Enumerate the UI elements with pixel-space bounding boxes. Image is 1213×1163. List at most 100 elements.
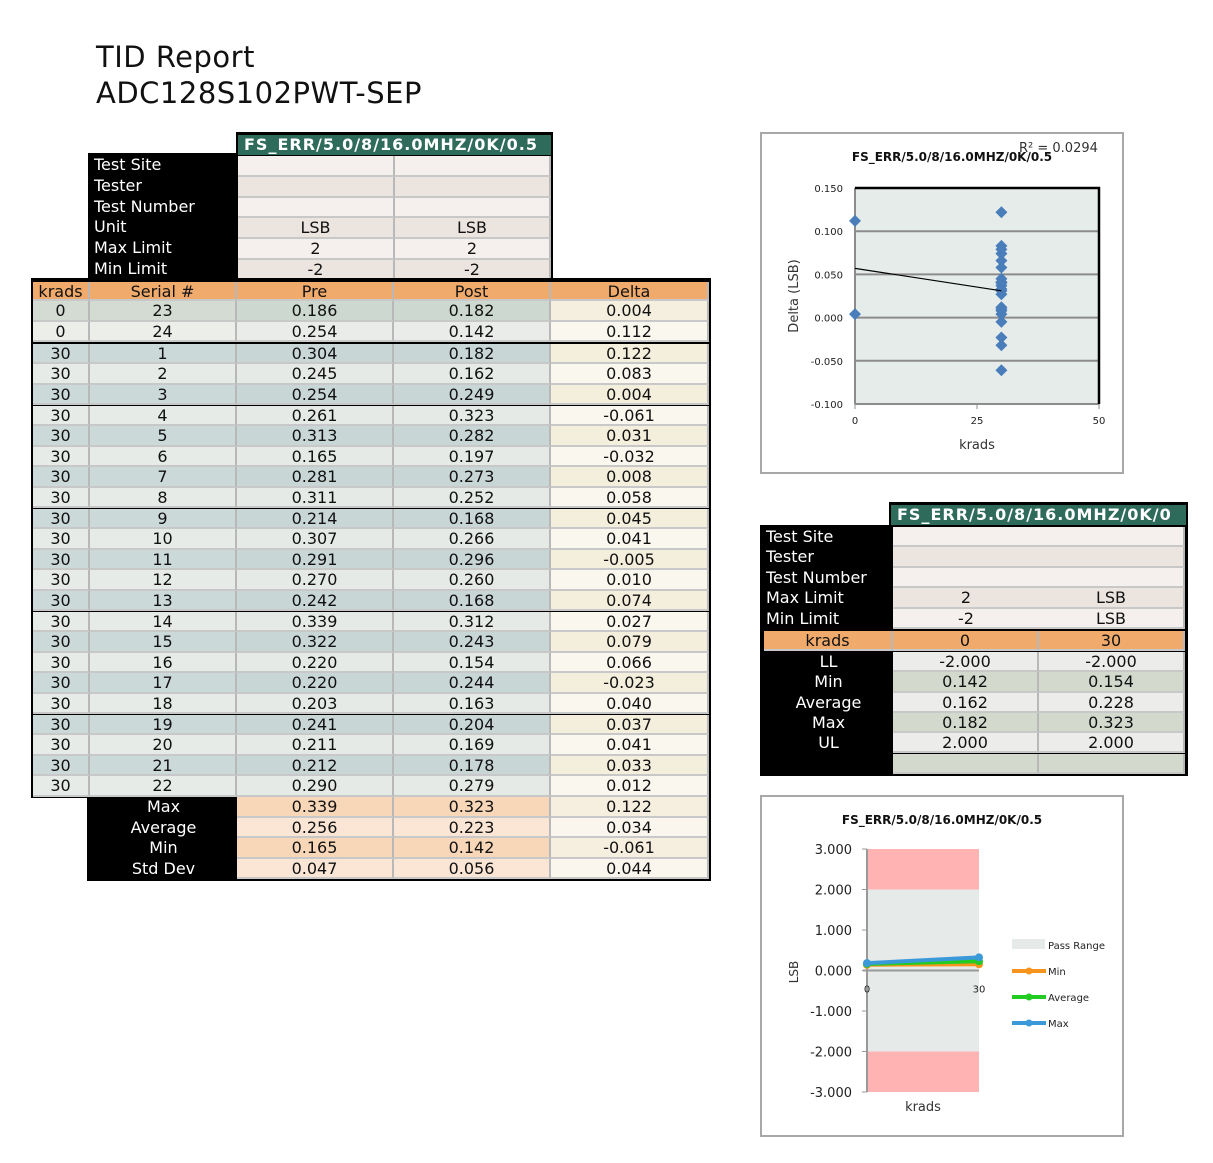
cell-delta: 0.004 xyxy=(551,301,709,322)
legend-swatch-pass-range xyxy=(1012,939,1045,949)
legend-label-pass-range: Pass Range xyxy=(1048,941,1105,952)
summary-test-name: FS_ERR/5.0/8/16.0MHZ/0K/0 xyxy=(891,505,1186,526)
cell-post: 0.182 xyxy=(394,301,551,322)
summary-delta: 0.034 xyxy=(551,817,709,839)
cell-pre: 0.186 xyxy=(237,301,394,322)
info-pre-value xyxy=(238,176,395,198)
summary-pre: 0.339 xyxy=(237,797,394,818)
series-line-max xyxy=(866,955,980,966)
cell-serial: 16 xyxy=(90,652,237,674)
cell-post: 0.273 xyxy=(394,467,551,488)
data-point xyxy=(995,331,1008,344)
legend-marker-min xyxy=(1025,967,1033,975)
summary-pre: 0.256 xyxy=(237,817,394,839)
summary-label: Average xyxy=(130,817,197,837)
cell-delta: -0.005 xyxy=(551,549,709,571)
y-axis-label: LSB xyxy=(787,961,801,984)
r-squared-annotation: R² = 0.0294 xyxy=(1019,141,1098,156)
info-label: Test Number xyxy=(766,567,867,587)
x-tick-label: 30 xyxy=(973,985,986,996)
info-pre-value: LSB xyxy=(238,218,395,240)
info-post-value: LSB xyxy=(395,218,551,240)
info-pre-value: 2 xyxy=(238,239,395,260)
plot-area xyxy=(855,188,1099,404)
cell-krads: 30 xyxy=(33,714,90,736)
info-limit-value: -2 xyxy=(893,608,1039,629)
cell-post: 0.312 xyxy=(394,611,551,633)
cell-pre: 0.211 xyxy=(237,735,394,756)
stat-value-0: 0.162 xyxy=(893,692,1039,713)
summary-label: Std Dev xyxy=(131,858,196,878)
cell-pre: 0.254 xyxy=(237,384,394,406)
cell-post: 0.168 xyxy=(394,508,551,530)
cell-delta: 0.004 xyxy=(551,384,709,406)
info-label: Max Limit xyxy=(766,588,844,608)
y-tick-label: 0.100 xyxy=(814,227,843,238)
legend-label-min: Min xyxy=(1048,967,1066,978)
y-tick-label: 2.000 xyxy=(815,884,852,899)
info-pre-value xyxy=(238,197,395,219)
cell-krads: 30 xyxy=(33,735,90,756)
cell-pre: 0.220 xyxy=(237,652,394,674)
data-point xyxy=(849,214,861,227)
cell-krads: 30 xyxy=(33,405,90,427)
cell-krads: 30 xyxy=(33,508,90,530)
cell-pre: 0.311 xyxy=(237,487,394,509)
info-value xyxy=(893,567,1185,589)
series-marker-max xyxy=(975,953,983,962)
cell-pre: 0.290 xyxy=(237,776,394,797)
info-label-column xyxy=(88,153,237,282)
cell-delta: -0.061 xyxy=(551,405,709,427)
info-value xyxy=(893,547,1185,568)
cell-krads: 30 xyxy=(33,364,90,385)
cell-krads: 30 xyxy=(33,673,90,694)
stat-label: Max xyxy=(811,712,846,732)
cell-krads: 30 xyxy=(33,570,90,591)
stat-value-0: 2.000 xyxy=(893,733,1039,754)
series-marker-max xyxy=(863,959,871,968)
fail-zone-upper xyxy=(867,849,979,890)
chart-title: FS_ERR/5.0/8/16.0MHZ/0K/0.5 xyxy=(852,150,1052,165)
cell-pre: 0.220 xyxy=(237,673,394,694)
stat-value-0 xyxy=(893,753,1039,774)
stat-value-30: 0.228 xyxy=(1039,692,1185,713)
cell-krads: 30 xyxy=(33,611,90,633)
cell-krads: 30 xyxy=(33,755,90,777)
cell-delta: 0.066 xyxy=(551,652,709,674)
cell-serial: 9 xyxy=(90,508,237,530)
cell-post: 0.169 xyxy=(394,735,551,756)
column-header-krads: krads xyxy=(33,282,90,301)
cell-pre: 0.254 xyxy=(237,321,394,343)
cell-delta: 0.079 xyxy=(551,632,709,653)
info-label: Test Site xyxy=(94,155,162,174)
cell-krads: 30 xyxy=(33,487,90,509)
cell-delta: 0.037 xyxy=(551,714,709,736)
data-point xyxy=(995,243,1008,256)
info-label: Min Limit xyxy=(94,259,168,278)
cell-post: 0.252 xyxy=(394,487,551,509)
cell-serial: 12 xyxy=(90,570,237,591)
stat-value-30: 0.154 xyxy=(1039,672,1185,693)
info-post-value xyxy=(395,156,551,177)
cell-pre: 0.322 xyxy=(237,632,394,653)
info-post-value: 2 xyxy=(395,239,551,260)
cell-post: 0.244 xyxy=(394,673,551,694)
cell-serial: 23 xyxy=(90,301,237,322)
cell-delta: -0.023 xyxy=(551,673,709,694)
cell-post: 0.204 xyxy=(394,714,551,736)
info-label: Test Number xyxy=(94,196,195,216)
cell-krads: 0 xyxy=(33,301,90,322)
cell-serial: 22 xyxy=(90,776,237,797)
cell-serial: 15 xyxy=(90,632,237,653)
cell-serial: 11 xyxy=(90,549,237,571)
legend-label-average: Average xyxy=(1048,993,1089,1004)
cell-serial: 18 xyxy=(90,693,237,715)
stat-label: LL xyxy=(819,652,838,671)
cell-delta: 0.033 xyxy=(551,755,709,777)
line-svg: 3.000 2.000 1.000 0.000 -1.000 -2.000 -3.000 0 3… xyxy=(787,813,1105,1115)
cell-post: 0.182 xyxy=(394,343,551,365)
cell-krads: 30 xyxy=(33,467,90,488)
cell-pre: 0.203 xyxy=(237,693,394,715)
cell-pre: 0.270 xyxy=(237,570,394,591)
